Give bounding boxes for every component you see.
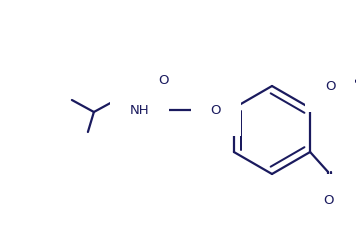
Text: NH: NH — [130, 103, 150, 116]
Text: O: O — [211, 103, 221, 116]
Text: O: O — [325, 79, 335, 92]
Text: O: O — [323, 194, 333, 207]
Text: O: O — [159, 75, 169, 88]
